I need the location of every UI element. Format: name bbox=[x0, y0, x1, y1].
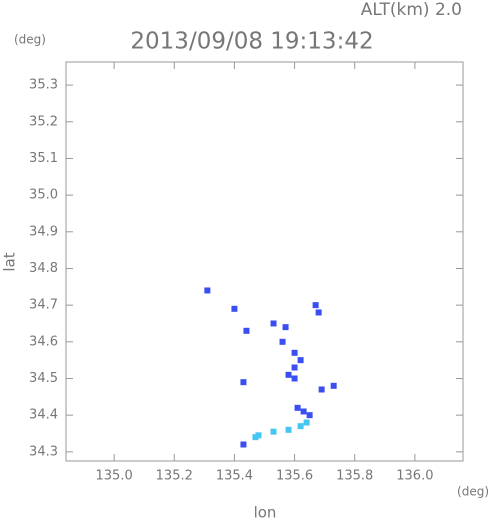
echo-point bbox=[252, 434, 259, 441]
echo-point bbox=[279, 338, 286, 345]
x-unit: (deg) bbox=[457, 485, 489, 499]
echo-point bbox=[318, 386, 325, 393]
echo-point bbox=[240, 441, 247, 448]
echo-point bbox=[240, 379, 247, 386]
echo-point bbox=[231, 305, 238, 312]
y-tick-label: 34.5 bbox=[29, 371, 58, 386]
y-unit: (deg) bbox=[14, 33, 46, 47]
echo-point bbox=[204, 287, 211, 294]
chart-title: 2013/09/08 19:13:42 bbox=[130, 29, 373, 55]
x-tick-label: 136.0 bbox=[396, 469, 433, 484]
y-axis-label: lat bbox=[1, 252, 19, 271]
echo-point bbox=[303, 419, 310, 426]
echo-point bbox=[291, 364, 298, 371]
y-tick-label: 34.8 bbox=[29, 261, 58, 276]
echo-point bbox=[255, 432, 262, 439]
echo-point bbox=[297, 357, 304, 364]
echo-point bbox=[294, 404, 301, 411]
x-tick-label: 135.0 bbox=[96, 469, 133, 484]
y-tick-label: 34.4 bbox=[29, 408, 58, 423]
echo-point bbox=[243, 327, 250, 334]
y-tick-label: 34.6 bbox=[29, 334, 58, 349]
y-tick-label: 34.9 bbox=[29, 224, 58, 239]
x-tick-label: 135.2 bbox=[156, 469, 193, 484]
echo-point bbox=[306, 412, 313, 419]
y-tick-label: 34.7 bbox=[29, 298, 58, 313]
echo-point bbox=[300, 408, 307, 415]
echo-point bbox=[330, 382, 337, 389]
y-tick-label: 35.0 bbox=[29, 188, 58, 203]
plot-frame bbox=[65, 61, 464, 462]
echo-point bbox=[291, 349, 298, 356]
altitude-label: ALT(km) 2.0 bbox=[361, 0, 462, 20]
x-tick-label: 135.6 bbox=[276, 469, 313, 484]
echo-point bbox=[285, 426, 292, 433]
echo-point bbox=[270, 428, 277, 435]
echo-point bbox=[282, 324, 289, 331]
x-tick-label: 135.4 bbox=[216, 469, 253, 484]
y-tick-label: 34.3 bbox=[29, 444, 58, 459]
echo-point bbox=[285, 371, 292, 378]
y-tick-label: 35.1 bbox=[29, 151, 58, 166]
echo-point bbox=[312, 302, 319, 309]
x-axis-label: lon bbox=[254, 504, 277, 521]
echo-point bbox=[315, 309, 322, 316]
echo-point bbox=[270, 320, 277, 327]
echo-point bbox=[291, 375, 298, 382]
echo-point bbox=[297, 423, 304, 430]
x-tick-label: 135.8 bbox=[336, 469, 373, 484]
y-tick-label: 35.3 bbox=[29, 78, 58, 93]
y-tick-label: 35.2 bbox=[29, 114, 58, 129]
